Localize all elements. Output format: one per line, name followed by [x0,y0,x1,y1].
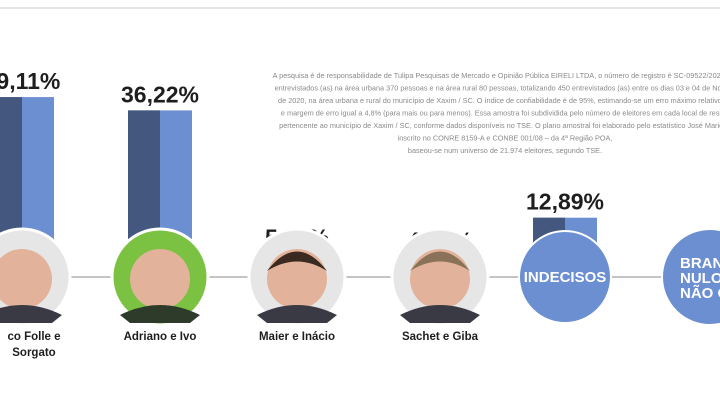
option-label: INDECISOS [524,269,607,286]
note-line: de 2020, na área urbana e rural do munic… [278,96,720,105]
candidate-name: co Folle e [7,331,60,343]
note-line: pertencente ao município de Xaxim / SC, … [279,121,720,130]
value-label: 39,11% [0,68,60,94]
candidate-name: Maier e Inácio [259,331,335,343]
note-line: entrevistados (as) na área urbana 370 pe… [275,84,720,93]
option-circle [661,228,720,326]
photo-face [0,249,52,309]
option-label: NÃO OP [680,284,720,302]
photo-face [267,249,327,309]
option-label: BRANCO [680,255,720,272]
photo-face [130,249,190,309]
note-line: inscrito no CONRE 8159-A e CONBE 001/08 … [398,134,613,143]
photo-body [0,305,62,323]
option-label: NULO [680,270,720,287]
photo-body [257,305,337,323]
candidate-name: Adriano e Ivo [124,331,197,343]
photo-hair [267,251,327,271]
photo-hair [410,251,470,271]
note-line: A pesquisa é de responsabilidade de Tuli… [273,71,720,80]
photo-body [400,305,480,323]
photo-body [120,305,200,323]
note-line: e margem de erro igual a 4,8% (para mais… [281,109,720,118]
candidate-name: Sachet e Giba [402,331,479,343]
value-label: 12,89% [526,189,604,215]
option-circle [518,230,612,324]
value-label: 36,22% [121,81,199,107]
note-line: baseou-se num universo de 21.974 eleitor… [408,146,602,155]
photo-face [410,249,470,309]
candidate-name: Sorgato [12,347,55,359]
